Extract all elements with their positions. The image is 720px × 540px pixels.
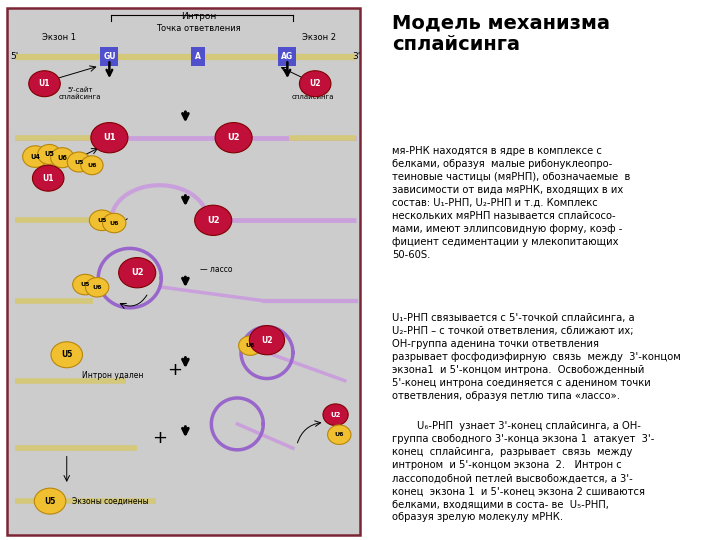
Ellipse shape xyxy=(89,210,114,231)
Text: Экзон 2: Экзон 2 xyxy=(302,33,336,42)
Ellipse shape xyxy=(67,152,91,172)
Text: U1: U1 xyxy=(103,133,116,142)
Text: Экзоны соединены: Экзоны соединены xyxy=(72,497,149,505)
Text: U5: U5 xyxy=(61,350,73,359)
Ellipse shape xyxy=(119,258,156,288)
Ellipse shape xyxy=(35,488,66,514)
Text: 3'-сайт
сплайсинга: 3'-сайт сплайсинга xyxy=(292,87,335,100)
Text: Интрон удален: Интрон удален xyxy=(81,371,143,380)
Text: U5: U5 xyxy=(97,218,107,223)
Text: GU: GU xyxy=(103,52,116,61)
Ellipse shape xyxy=(102,213,126,233)
Text: U6: U6 xyxy=(335,432,344,437)
Text: U2: U2 xyxy=(228,133,240,142)
Ellipse shape xyxy=(194,205,232,235)
Text: U5: U5 xyxy=(81,282,90,287)
Text: U2: U2 xyxy=(330,411,341,418)
Ellipse shape xyxy=(29,71,60,97)
Ellipse shape xyxy=(81,156,103,175)
Text: U4: U4 xyxy=(30,153,40,160)
Ellipse shape xyxy=(323,404,348,426)
Ellipse shape xyxy=(328,425,351,444)
Ellipse shape xyxy=(249,326,284,355)
Text: U₆-РНП  узнает 3'-конец сплайсинга, а ОН-
группа свободного 3'-конца экзона 1  а: U₆-РНП узнает 3'-конец сплайсинга, а ОН-… xyxy=(392,421,654,523)
Text: +: + xyxy=(152,429,167,448)
Text: U6: U6 xyxy=(246,343,255,348)
Text: A: A xyxy=(195,52,202,61)
Text: U1: U1 xyxy=(42,174,54,183)
Text: U6: U6 xyxy=(92,285,102,290)
Ellipse shape xyxy=(300,71,331,97)
Text: 5'-сайт
сплайсинга: 5'-сайт сплайсинга xyxy=(58,87,101,100)
Text: U6: U6 xyxy=(109,220,119,226)
FancyBboxPatch shape xyxy=(101,47,118,66)
Ellipse shape xyxy=(22,146,48,167)
Text: 3': 3' xyxy=(352,52,360,61)
Text: Модель механизма
сплайсинга: Модель механизма сплайсинга xyxy=(392,14,610,54)
Text: U5: U5 xyxy=(45,497,55,505)
Ellipse shape xyxy=(37,144,61,164)
Ellipse shape xyxy=(238,336,262,355)
Text: — лассо: — лассо xyxy=(200,265,233,274)
Text: Интрон: Интрон xyxy=(181,12,216,21)
Text: U₁-РНП связывается с 5'-точкой сплайсинга, а
U₂-РНП – с точкой ответвления, сбли: U₁-РНП связывается с 5'-точкой сплайсинг… xyxy=(392,313,680,401)
Ellipse shape xyxy=(91,123,128,153)
FancyBboxPatch shape xyxy=(279,47,296,66)
Ellipse shape xyxy=(215,123,252,153)
Text: U6: U6 xyxy=(87,163,96,168)
Ellipse shape xyxy=(32,165,64,191)
Text: Экзон 1: Экзон 1 xyxy=(42,33,76,42)
Text: 5': 5' xyxy=(11,52,19,61)
Text: U2: U2 xyxy=(207,216,220,225)
Text: U2: U2 xyxy=(131,268,143,277)
Text: U6: U6 xyxy=(58,154,67,161)
Text: U1: U1 xyxy=(39,79,50,88)
Text: U5: U5 xyxy=(45,151,54,158)
Text: +: + xyxy=(167,361,181,379)
Ellipse shape xyxy=(86,278,109,297)
Text: U2: U2 xyxy=(261,336,273,345)
Text: U2: U2 xyxy=(310,79,321,88)
Text: мя-РНК находятся в ядре в комплексе с
белками, образуя  малые рибонуклеопро-
теи: мя-РНК находятся в ядре в комплексе с бе… xyxy=(392,146,630,260)
Text: Точка ответвления: Точка ответвления xyxy=(156,24,240,32)
FancyBboxPatch shape xyxy=(192,47,205,66)
Ellipse shape xyxy=(50,147,74,167)
Ellipse shape xyxy=(73,274,98,295)
Text: U5: U5 xyxy=(74,159,84,165)
Text: AG: AG xyxy=(282,52,294,61)
FancyBboxPatch shape xyxy=(7,8,360,535)
Ellipse shape xyxy=(51,342,83,368)
